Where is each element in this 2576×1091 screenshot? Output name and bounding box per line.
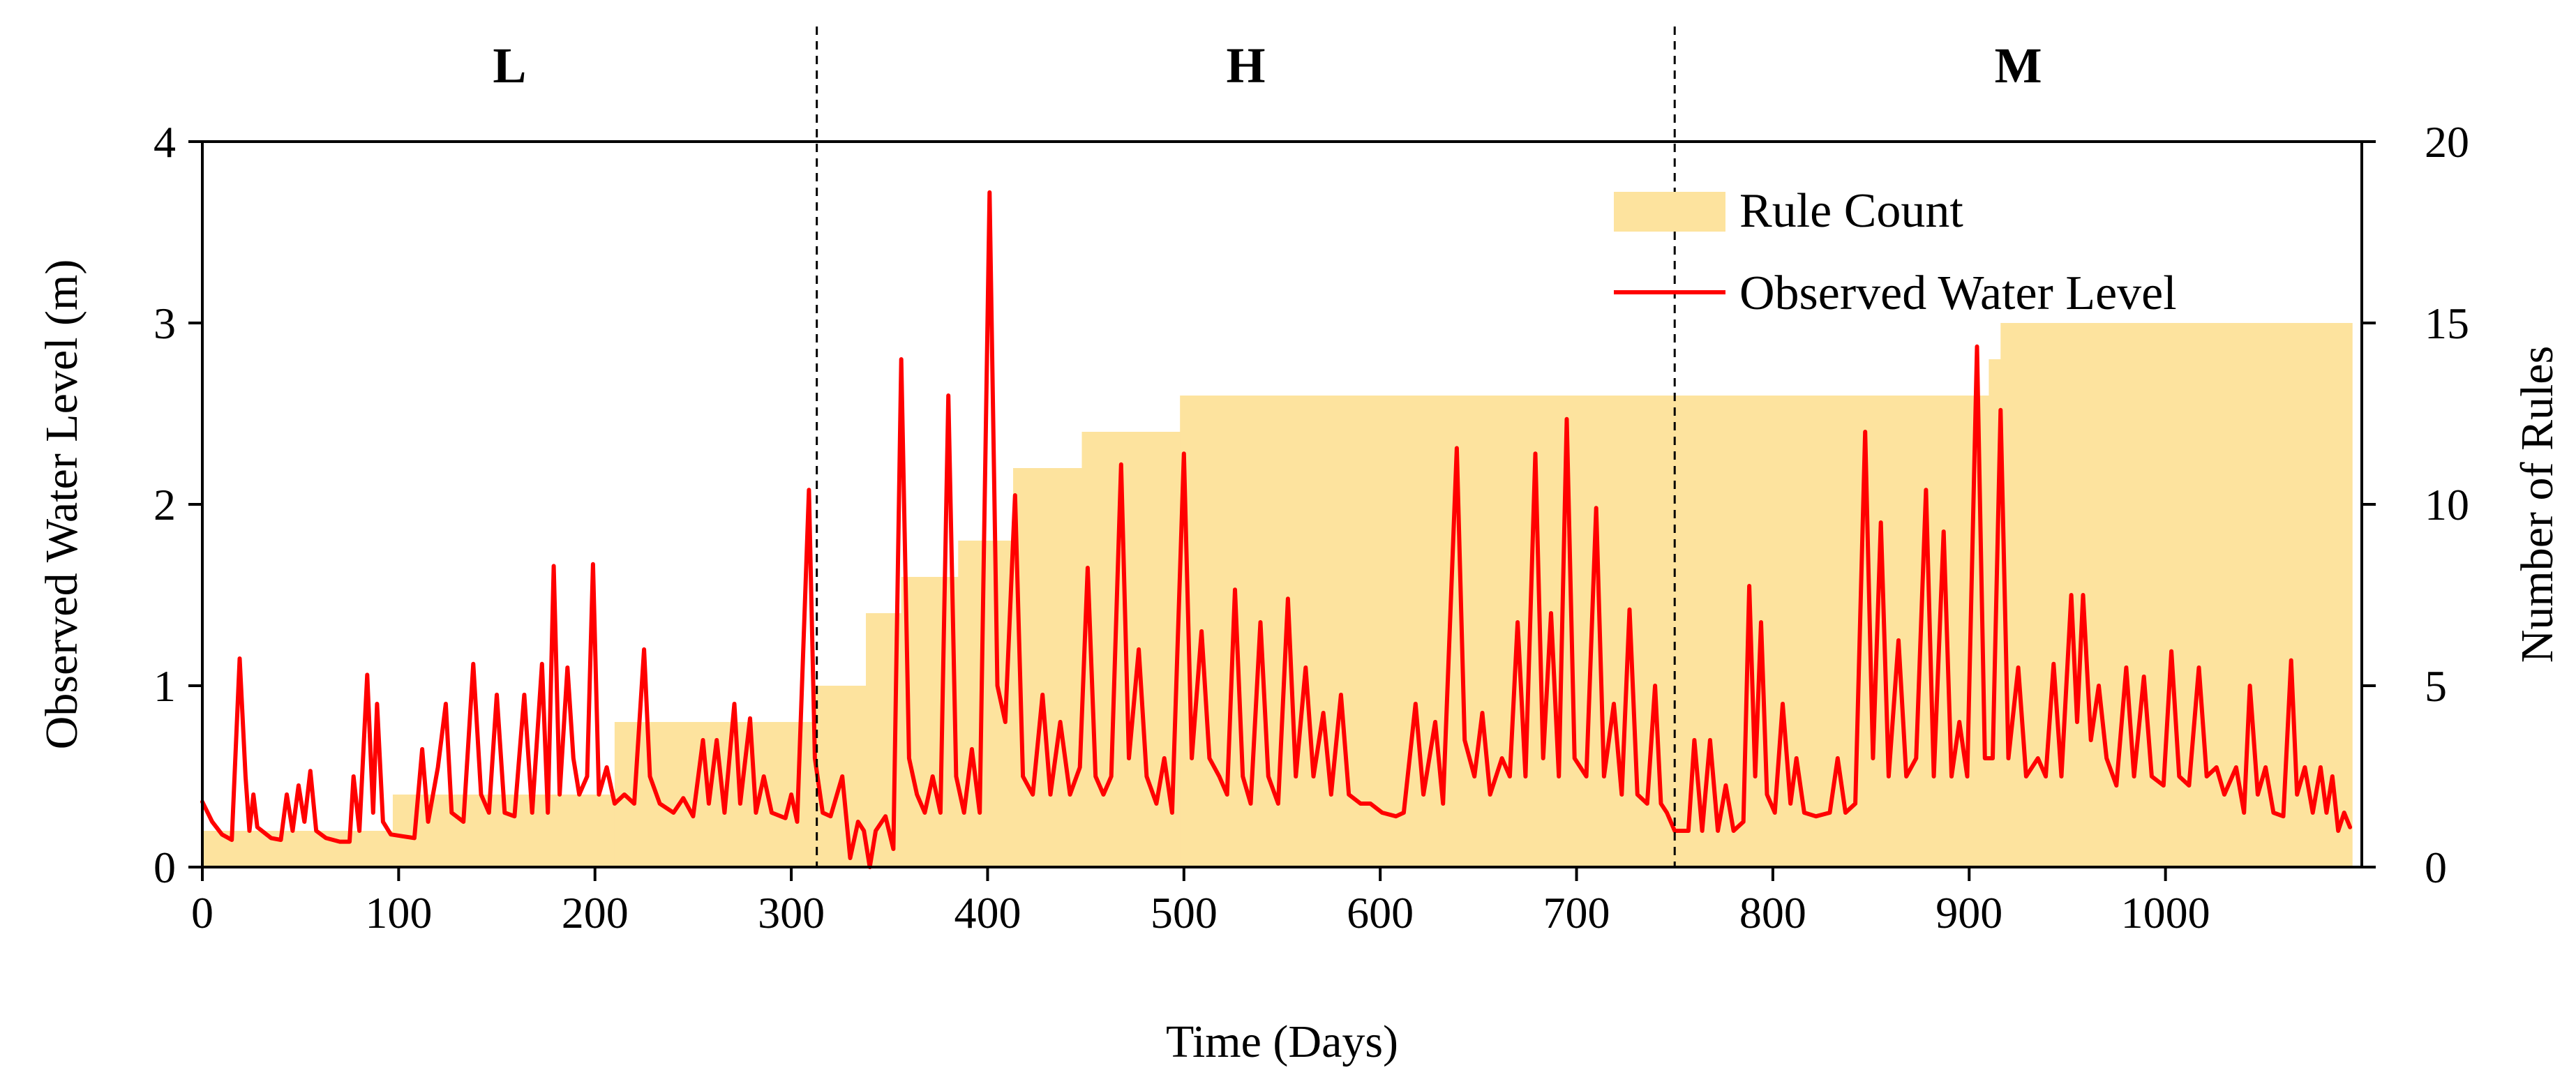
- region-label-l: L: [493, 38, 526, 93]
- rule-count-area-group: [202, 323, 2353, 867]
- y2-tick-label: 10: [2425, 480, 2469, 529]
- x-tick-label: 100: [365, 888, 432, 938]
- rule-count-step: [901, 577, 959, 867]
- y-tick-label: 3: [153, 299, 176, 348]
- legend-swatch-rule-count: [1614, 192, 1725, 232]
- y2-tick-label: 15: [2425, 299, 2469, 348]
- x-tick-label: 600: [1347, 888, 1414, 938]
- chart-legend: Rule Count Observed Water Level: [1614, 184, 2177, 320]
- x-tick-label: 0: [191, 888, 214, 938]
- axis-ticks: 0 100 200 300 400 500 600 700 800 900 1000 0 1 2 3 4 0 5 1…: [153, 117, 2469, 938]
- y2-axis-title: Number of Rules: [2512, 346, 2563, 663]
- y-tick-label: 0: [153, 843, 176, 892]
- x-tick-label: 800: [1739, 888, 1806, 938]
- y-tick-label: 4: [153, 117, 176, 167]
- water-level-line-group: [200, 190, 2353, 869]
- y-tick-label: 2: [153, 480, 176, 529]
- rule-count-step: [202, 831, 394, 867]
- water-level-series-line: [200, 190, 2353, 869]
- x-tick-label: 1000: [2121, 888, 2210, 938]
- y2-tick-label: 0: [2425, 843, 2447, 892]
- x-tick-label: 400: [954, 888, 1021, 938]
- region-label-m: M: [1995, 38, 2042, 93]
- region-dividers: [816, 27, 1676, 867]
- x-tick-label: 300: [758, 888, 825, 938]
- x-axis-title: Time (Days): [1166, 1016, 1398, 1067]
- region-label-h: H: [1226, 38, 1265, 93]
- x-tick-label: 900: [1935, 888, 2002, 938]
- y-axis-title: Observed Water Level (m): [36, 259, 87, 750]
- x-tick-label: 200: [562, 888, 629, 938]
- legend-label-water-level: Observed Water Level: [1739, 266, 2177, 320]
- y-tick-label: 1: [153, 661, 176, 711]
- y2-tick-label: 20: [2425, 117, 2469, 167]
- rule-count-step: [2000, 323, 2353, 867]
- y2-tick-label: 5: [2425, 661, 2447, 711]
- rule-count-step: [1081, 432, 1181, 867]
- x-tick-label: 500: [1151, 888, 1218, 938]
- legend-label-rule-count: Rule Count: [1739, 184, 1963, 238]
- rule-count-step: [1013, 468, 1083, 867]
- x-tick-label: 700: [1543, 888, 1610, 938]
- axis-labels: Time (Days) Observed Water Level (m) Numbe…: [36, 259, 2563, 1067]
